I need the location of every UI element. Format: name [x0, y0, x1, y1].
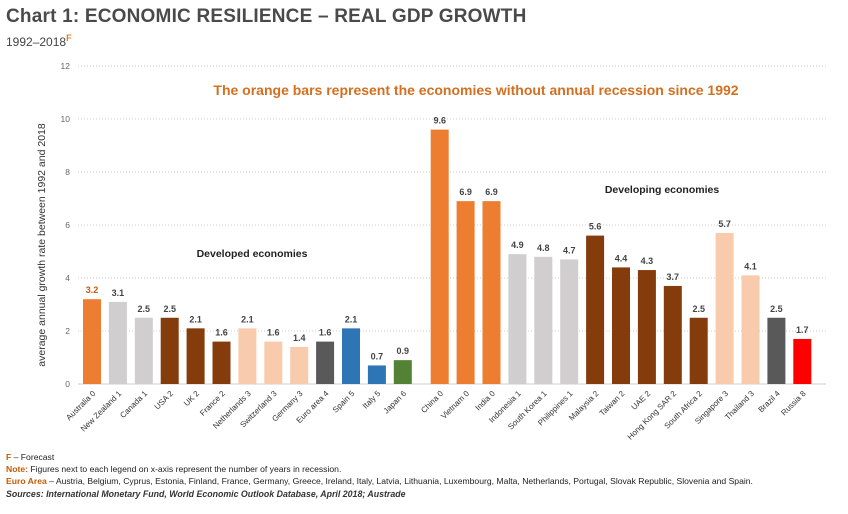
footnote-forecast: F – Forecast — [6, 452, 54, 462]
y-tick-label: 0 — [65, 379, 70, 389]
data-label: 1.6 — [319, 328, 332, 338]
bar — [430, 129, 449, 384]
x-tick-label: UK 2 — [182, 389, 201, 408]
forecast-text: – Forecast — [11, 452, 55, 462]
footnote-sources: Sources: International Monetary Fund, Wo… — [6, 489, 406, 499]
bar — [586, 235, 605, 384]
data-label: 2.5 — [692, 304, 705, 314]
chart-title: Chart 1: ECONOMIC RESILIENCE – REAL GDP … — [6, 6, 527, 27]
data-label: 2.1 — [189, 314, 202, 324]
bar — [264, 341, 283, 384]
bar — [534, 256, 553, 384]
y-tick-label: 8 — [65, 167, 70, 177]
bar — [134, 317, 153, 384]
data-label: 2.5 — [770, 304, 783, 314]
x-tick-label: Italy 5 — [361, 389, 383, 411]
chart-subtitle: 1992–2018F — [6, 33, 72, 49]
x-tick-label: Brazil 4 — [757, 389, 783, 415]
bar — [316, 341, 335, 384]
data-label: 5.6 — [589, 222, 602, 232]
euro-label: Euro Area — [6, 476, 47, 486]
data-label: 4.4 — [615, 253, 628, 263]
data-label: 9.6 — [433, 116, 446, 126]
data-label: 0.7 — [371, 351, 384, 361]
bar — [83, 299, 101, 384]
data-label: 6.9 — [459, 187, 472, 197]
forecast-key: F — [6, 452, 12, 462]
data-label: 4.1 — [744, 261, 757, 271]
data-label: 2.5 — [163, 304, 176, 314]
bar — [456, 201, 475, 384]
x-tick-label: Canada 1 — [118, 389, 149, 420]
data-label: 3.7 — [667, 272, 680, 282]
y-tick-label: 12 — [61, 61, 71, 71]
note-label: Note: — [6, 464, 28, 474]
footnote-euro-area: Euro Area – Austria, Belgium, Cyprus, Es… — [6, 476, 753, 486]
x-tick-label: India 0 — [474, 389, 498, 413]
data-label: 0.9 — [397, 346, 410, 356]
headline-annotation: The orange bars represent the economies … — [213, 82, 738, 98]
data-label: 1.7 — [796, 325, 809, 335]
data-label: 2.1 — [345, 314, 358, 324]
bar — [393, 360, 412, 384]
bar — [663, 285, 682, 384]
x-tick-label: Russia 8 — [779, 389, 808, 418]
x-tick-label: Spain 5 — [331, 389, 357, 415]
bar — [637, 270, 656, 384]
data-label: 2.5 — [138, 304, 151, 314]
x-tick-label: Taiwan 2 — [598, 389, 627, 418]
bar — [482, 201, 501, 384]
bar — [186, 328, 205, 384]
bar — [160, 317, 179, 384]
x-tick-label: Vietnam 0 — [439, 389, 471, 421]
data-label: 3.2 — [86, 285, 99, 295]
y-tick-label: 10 — [61, 114, 71, 124]
bar — [560, 259, 579, 384]
y-tick-label: 2 — [65, 326, 70, 336]
data-label: 4.3 — [641, 256, 654, 266]
x-tick-label: Japan 6 — [382, 389, 409, 416]
bar — [108, 301, 127, 384]
note-text: Figures next to each legend on x-axis re… — [27, 464, 342, 474]
euro-text: – Austria, Belgium, Cyprus, Estonia, Fin… — [46, 476, 753, 486]
data-label: 3.1 — [112, 288, 125, 298]
bar — [715, 232, 734, 384]
data-label: 6.9 — [485, 187, 498, 197]
data-label: 1.6 — [215, 328, 228, 338]
bar — [342, 328, 360, 384]
x-tick-label: UAE 2 — [630, 389, 653, 412]
y-tick-label: 4 — [65, 273, 70, 283]
bar-chart: 0 2 4 6 8 10 12 average annual growth rate betw… — [36, 61, 826, 442]
x-tick-label: USA 2 — [153, 389, 176, 412]
data-label: 4.9 — [511, 240, 524, 250]
bar — [612, 267, 630, 384]
data-label: 1.4 — [293, 333, 306, 343]
bar — [689, 317, 708, 384]
bar — [793, 338, 812, 384]
subtitle-years: 1992–2018 — [6, 35, 67, 49]
bar — [508, 254, 527, 384]
developing-annotation: Developing economies — [605, 184, 720, 196]
data-label: 1.6 — [267, 328, 280, 338]
bar — [767, 317, 786, 384]
y-tick-label: 6 — [65, 220, 70, 230]
bar — [367, 365, 386, 384]
data-label: 2.1 — [241, 314, 254, 324]
footnote-note: Note: Figures next to each legend on x-a… — [6, 464, 341, 474]
data-label: 4.8 — [537, 243, 550, 253]
bar — [741, 275, 760, 384]
developed-annotation: Developed economies — [197, 248, 308, 260]
data-label: 4.7 — [563, 245, 576, 255]
data-label: 5.7 — [718, 219, 731, 229]
bar — [238, 328, 257, 384]
forecast-mark: F — [66, 33, 72, 43]
y-axis-label: average annual growth rate between 1992 … — [36, 123, 48, 367]
bar — [212, 341, 231, 384]
bar — [290, 346, 309, 384]
